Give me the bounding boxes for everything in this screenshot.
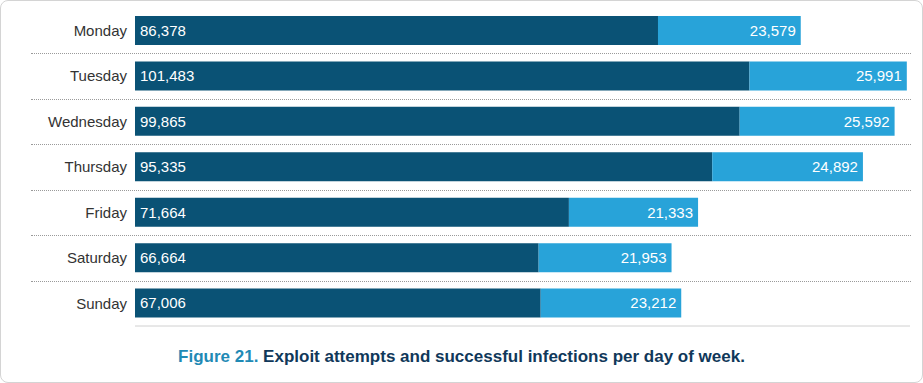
- svg-text:71,664: 71,664: [140, 204, 186, 221]
- svg-text:25,592: 25,592: [844, 113, 890, 130]
- svg-text:21,953: 21,953: [621, 249, 667, 266]
- svg-text:23,212: 23,212: [630, 294, 676, 311]
- svg-text:99,865: 99,865: [140, 113, 186, 130]
- svg-text:23,579: 23,579: [750, 22, 796, 39]
- svg-text:67,006: 67,006: [140, 294, 186, 311]
- svg-text:86,378: 86,378: [140, 22, 186, 39]
- svg-text:Wednesday: Wednesday: [48, 113, 127, 130]
- svg-text:24,892: 24,892: [812, 158, 858, 175]
- svg-text:21,333: 21,333: [647, 204, 693, 221]
- svg-text:66,664: 66,664: [140, 249, 186, 266]
- svg-text:Tuesday: Tuesday: [70, 67, 127, 84]
- svg-text:Saturday: Saturday: [67, 249, 128, 266]
- svg-text:95,335: 95,335: [140, 158, 186, 175]
- svg-text:101,483: 101,483: [140, 67, 194, 84]
- html-text:Figure 21. Exploit attempts an: Figure 21. Exploit attempts and successf…: [178, 347, 745, 366]
- svg-text:Sunday: Sunday: [76, 295, 127, 312]
- svg-text:Friday: Friday: [85, 204, 127, 221]
- svg-text:Thursday: Thursday: [64, 158, 127, 175]
- svg-text:Monday: Monday: [74, 22, 128, 39]
- svg-text:25,991: 25,991: [856, 67, 902, 84]
